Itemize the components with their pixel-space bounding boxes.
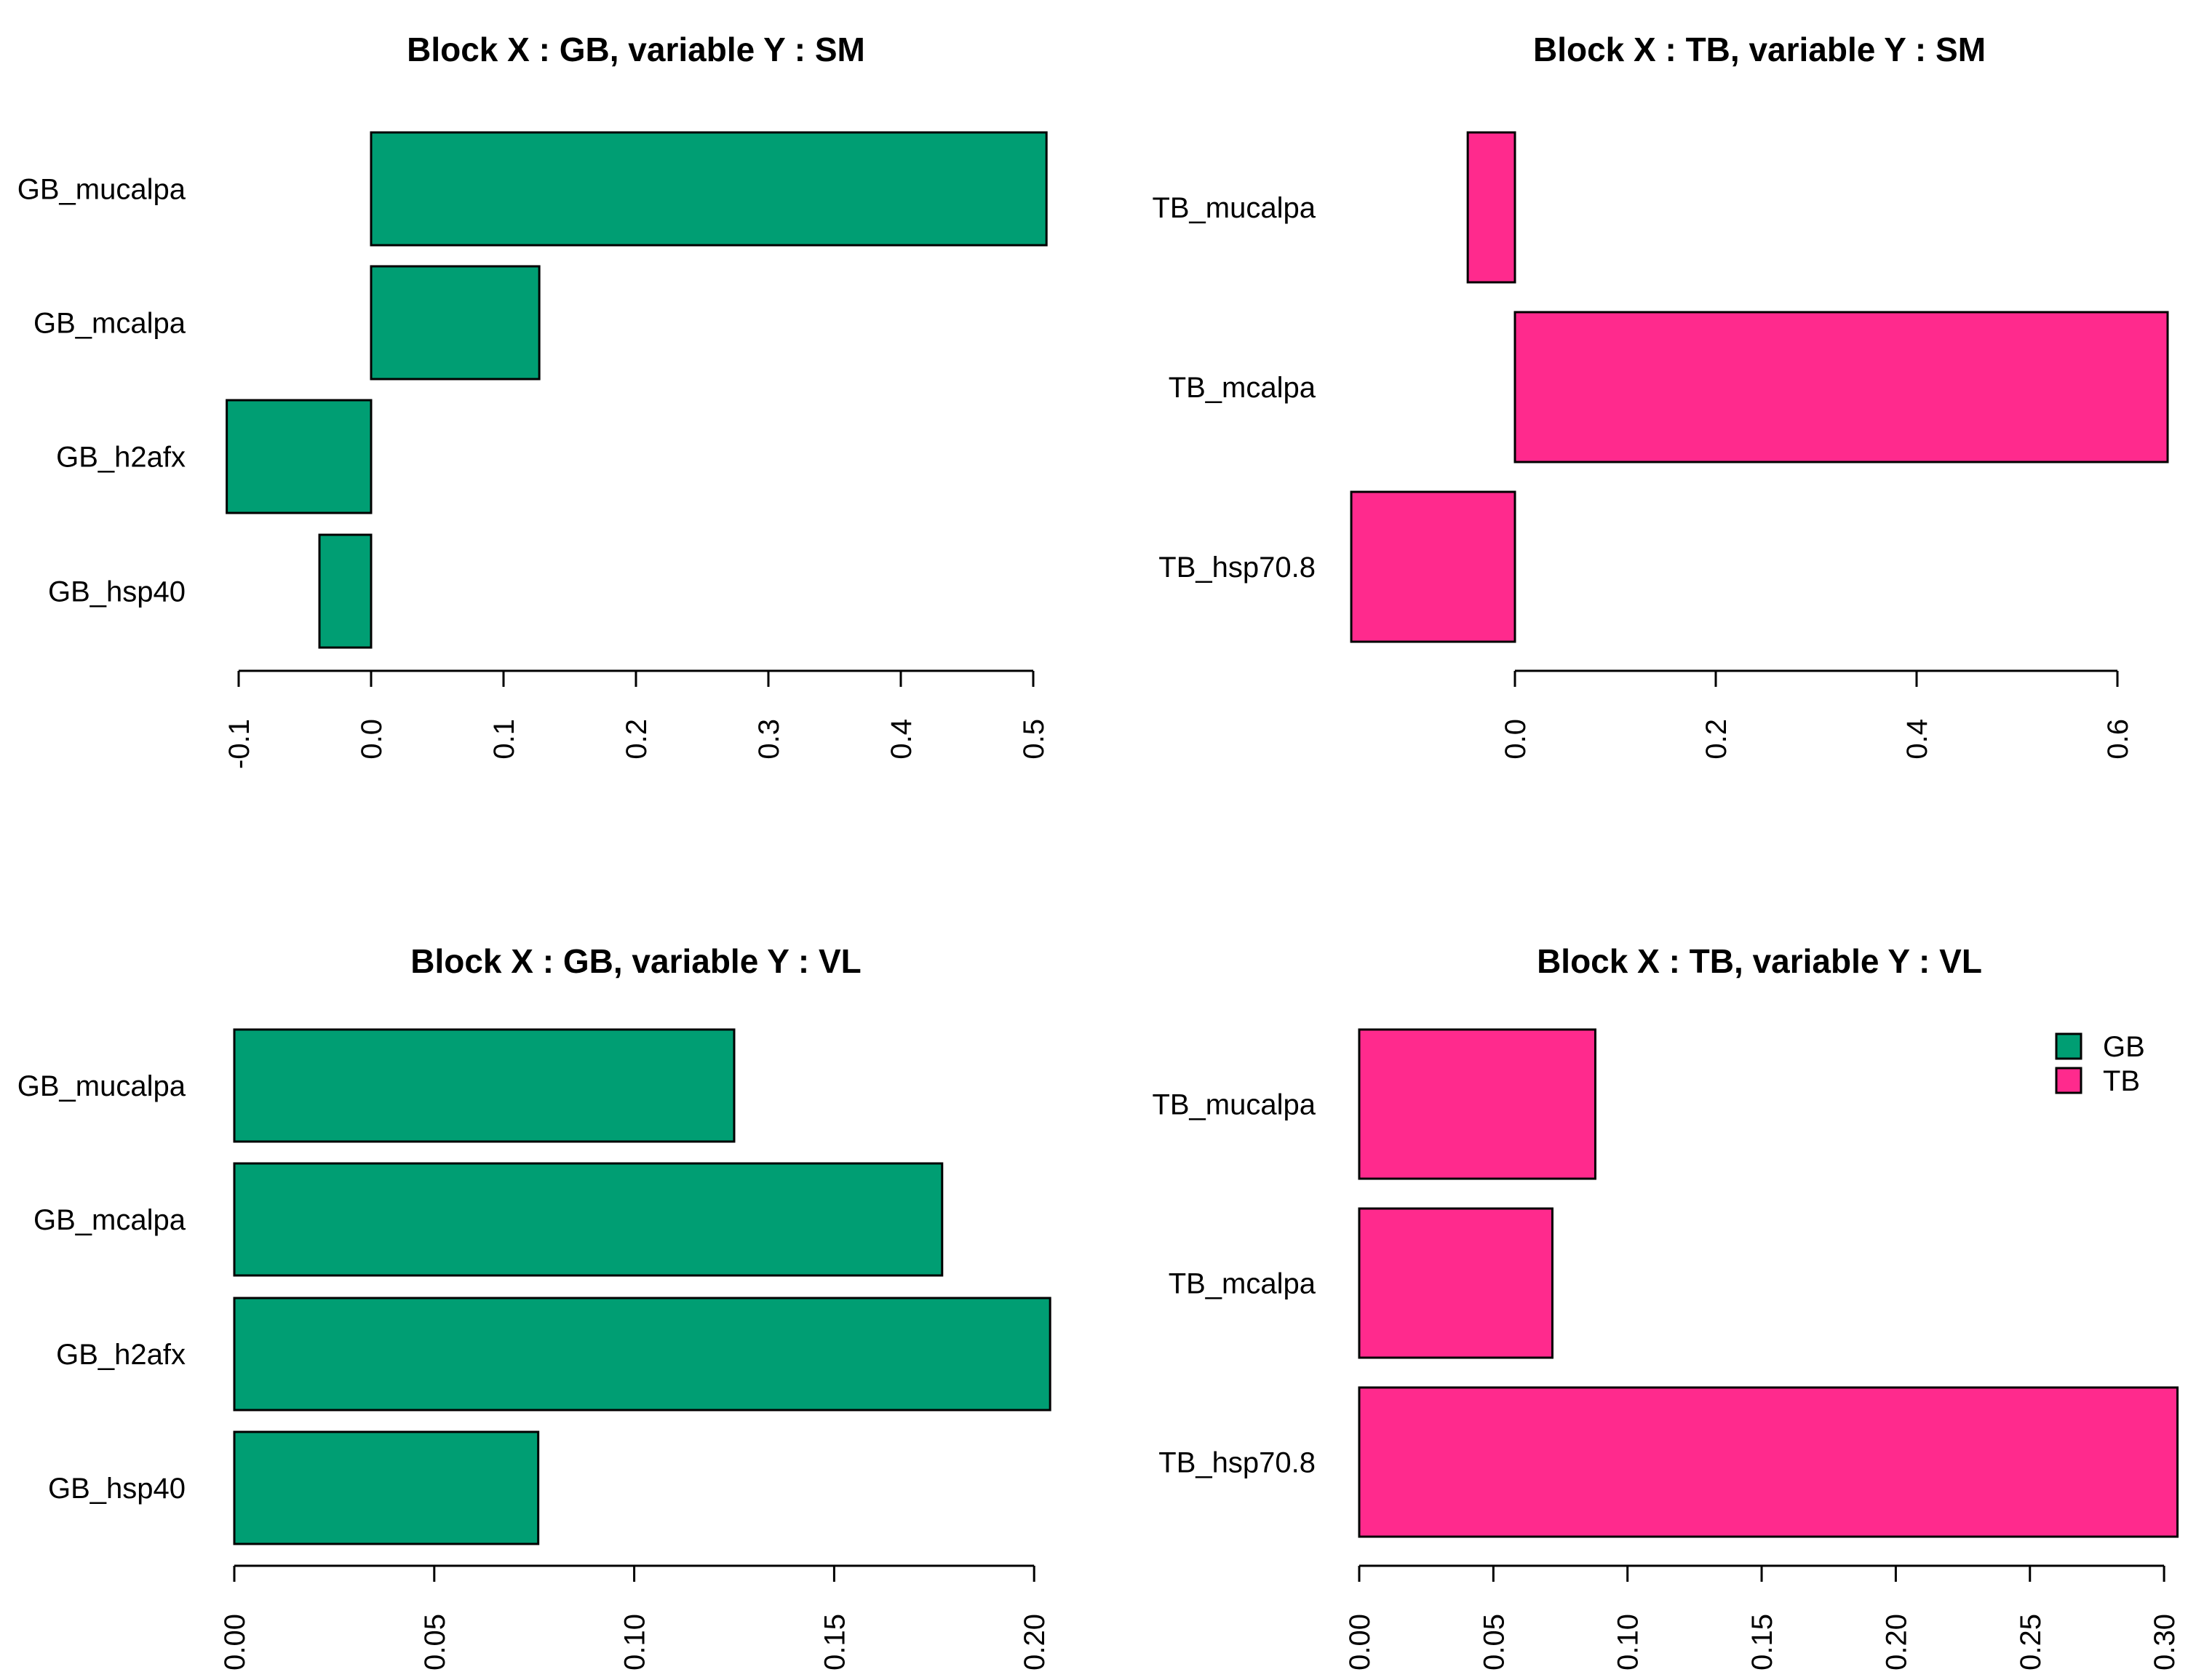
x-axis-tick-label: 0.6 bbox=[2102, 719, 2134, 760]
bar-GB_hsp40 bbox=[233, 1430, 540, 1545]
x-axis-tick-label: 0.5 bbox=[1018, 719, 1050, 760]
x-axis-tick-label: 0.00 bbox=[1344, 1614, 1376, 1671]
bar-GB_h2afx bbox=[226, 399, 373, 514]
x-axis-tick-label: 0.2 bbox=[621, 719, 653, 760]
bar-GB_mucalpa bbox=[370, 131, 1048, 247]
x-axis-tick-label: 0.15 bbox=[819, 1614, 851, 1671]
category-label: GB_hsp40 bbox=[48, 1473, 186, 1505]
bar-GB_hsp40 bbox=[318, 533, 373, 649]
panel-title: Block X : GB, variable Y : SM bbox=[407, 31, 865, 68]
x-axis-tick-label: 0.0 bbox=[356, 719, 388, 760]
category-label: GB_mcalpa bbox=[33, 1204, 186, 1236]
x-axis-tick-label: 0.00 bbox=[219, 1614, 251, 1671]
panel-top-right: Block X : TB, variable Y : SM TB_mucalpa T… bbox=[1152, 31, 2169, 760]
category-label: GB_mucalpa bbox=[17, 1070, 186, 1102]
bar-TB_mucalpa bbox=[1358, 1028, 1596, 1180]
bar-GB_mucalpa bbox=[233, 1028, 736, 1143]
x-axis-tick-label: 0.20 bbox=[1019, 1614, 1051, 1671]
bar-TB_mcalpa bbox=[1513, 311, 2169, 463]
x-axis-tick-label: 0.3 bbox=[753, 719, 785, 760]
x-axis-tick-label: -0.1 bbox=[223, 719, 255, 769]
x-axis-tick-label: 0.4 bbox=[886, 719, 918, 760]
x-axis-tick-label: 0.30 bbox=[2149, 1614, 2181, 1671]
panel-bottom-right: Block X : TB, variable Y : VL TB_mucalpa T… bbox=[1152, 942, 2181, 1671]
category-label: TB_mcalpa bbox=[1169, 1268, 1316, 1300]
x-axis-tick-label: 0.05 bbox=[1478, 1614, 1510, 1671]
x-axis-tick-label: 0.1 bbox=[488, 719, 520, 760]
panel-title: Block X : GB, variable Y : VL bbox=[410, 942, 862, 980]
x-axis-tick-label: 0.0 bbox=[1500, 719, 1532, 760]
x-axis-tick-label: 0.25 bbox=[2015, 1614, 2047, 1671]
category-label: TB_mcalpa bbox=[1169, 372, 1316, 404]
legend-label: TB bbox=[2103, 1065, 2140, 1097]
bar-GB_h2afx bbox=[233, 1297, 1051, 1412]
x-axis-tick-label: 0.20 bbox=[1880, 1614, 1912, 1671]
bar-GB_mcalpa bbox=[233, 1162, 944, 1277]
panel-title: Block X : TB, variable Y : SM bbox=[1533, 31, 1986, 68]
bar-TB_mcalpa bbox=[1358, 1207, 1554, 1359]
bar-GB_mcalpa bbox=[370, 265, 541, 381]
category-label: GB_h2afx bbox=[56, 442, 186, 474]
x-axis-tick-label: 0.15 bbox=[1746, 1614, 1778, 1671]
category-label: TB_hsp70.8 bbox=[1158, 552, 1316, 584]
category-label: GB_h2afx bbox=[56, 1339, 186, 1371]
x-axis-tick-label: 0.10 bbox=[619, 1614, 651, 1671]
bar-TB_hsp70.8 bbox=[1350, 490, 1516, 643]
legend-label: GB bbox=[2103, 1031, 2145, 1063]
category-label: TB_mucalpa bbox=[1152, 1089, 1316, 1121]
panel-top-left: Block X : GB, variable Y : SM GB_mucalpa G… bbox=[17, 31, 1050, 769]
category-label: TB_hsp70.8 bbox=[1158, 1447, 1316, 1479]
x-axis-tick-label: 0.4 bbox=[1901, 719, 1933, 760]
panel-bottom-left: Block X : GB, variable Y : VL GB_mucalpa G… bbox=[17, 942, 1051, 1671]
legend-swatch-tb-icon bbox=[2055, 1067, 2082, 1094]
category-label: GB_mucalpa bbox=[17, 174, 186, 206]
category-label: GB_hsp40 bbox=[48, 576, 186, 608]
x-axis-tick-label: 0.10 bbox=[1612, 1614, 1644, 1671]
panel-title: Block X : TB, variable Y : VL bbox=[1537, 942, 1982, 980]
x-axis-tick-label: 0.2 bbox=[1700, 719, 1733, 760]
legend-swatch-gb-icon bbox=[2055, 1032, 2082, 1060]
category-label: TB_mucalpa bbox=[1152, 192, 1316, 224]
bar-TB_hsp70.8 bbox=[1358, 1386, 2179, 1538]
bar-TB_mucalpa bbox=[1466, 131, 1516, 284]
x-axis-tick-label: 0.05 bbox=[419, 1614, 451, 1671]
category-label: GB_mcalpa bbox=[33, 308, 186, 340]
